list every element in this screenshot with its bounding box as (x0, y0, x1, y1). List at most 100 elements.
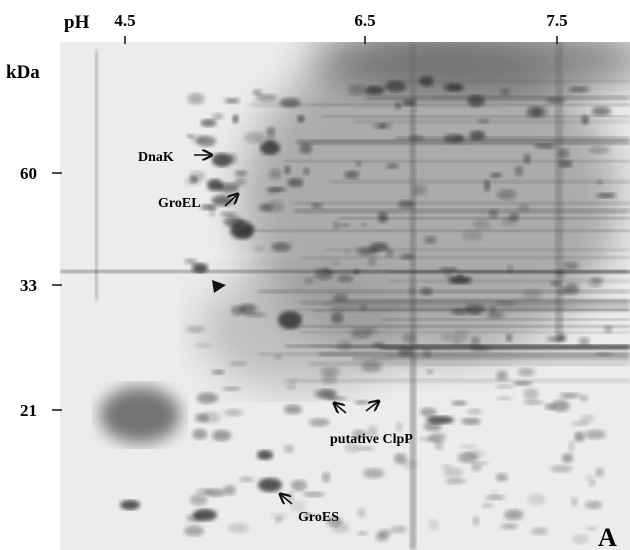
streak (296, 139, 630, 145)
spot (479, 461, 489, 466)
spot (468, 309, 480, 315)
spot (477, 118, 490, 124)
spot (360, 222, 367, 227)
spot (321, 472, 331, 483)
spot (260, 141, 280, 155)
arrow (334, 403, 347, 413)
spot (289, 501, 306, 513)
spot (379, 123, 386, 129)
spot (297, 115, 305, 123)
spot (471, 346, 492, 352)
spot (549, 280, 562, 287)
spot (588, 146, 610, 155)
spot (390, 525, 408, 534)
spot (557, 333, 567, 341)
spot (239, 476, 254, 483)
spot (568, 86, 590, 93)
smear (100, 387, 180, 443)
spot (428, 518, 439, 531)
spot (325, 396, 347, 401)
spot (303, 277, 315, 285)
spot (523, 289, 543, 301)
spot (595, 351, 612, 357)
spot (325, 516, 343, 527)
spot (523, 400, 544, 405)
spot (495, 473, 508, 482)
annotation: DnaK (138, 150, 174, 165)
spot (198, 411, 221, 424)
spot (253, 245, 266, 252)
spot (506, 264, 514, 274)
spot (362, 468, 385, 479)
annotation: putative ClpP (330, 432, 413, 447)
spot (490, 490, 498, 496)
y-title: kDa (6, 62, 40, 83)
marker-triangle (212, 280, 226, 293)
spot (454, 329, 469, 342)
spot (244, 131, 266, 144)
streak (60, 270, 630, 273)
spot (344, 441, 360, 453)
lane (410, 42, 416, 550)
spot (252, 89, 263, 96)
spot (523, 153, 531, 164)
streak (309, 361, 630, 366)
spot (273, 354, 283, 360)
spot (269, 168, 282, 180)
spot (440, 464, 453, 470)
spot (531, 527, 548, 535)
spot (223, 484, 236, 496)
spot (266, 187, 280, 196)
arrow (365, 401, 379, 412)
spot (420, 287, 433, 296)
spot (422, 348, 432, 358)
spot (211, 369, 225, 375)
spot (377, 211, 388, 224)
spot (219, 211, 237, 217)
streak (365, 95, 630, 100)
spot (337, 274, 354, 283)
spot (469, 130, 486, 141)
spot (200, 119, 217, 127)
axis-ticks (52, 36, 558, 411)
spot (361, 360, 382, 373)
spot (395, 421, 404, 433)
x-tick-label: 6.5 (354, 11, 375, 30)
spot (561, 453, 574, 463)
spot (212, 153, 232, 167)
spot (434, 441, 444, 450)
streak (286, 325, 630, 329)
spot (424, 236, 437, 245)
streak (381, 318, 630, 321)
spot (229, 361, 248, 367)
spot (352, 429, 365, 438)
spot (604, 325, 613, 333)
streak (250, 102, 630, 107)
y-tick-label: 21 (20, 401, 37, 420)
spot (357, 246, 378, 256)
spot (217, 182, 239, 193)
spot (523, 388, 539, 401)
spot (257, 450, 273, 460)
spot (505, 333, 513, 343)
spot (570, 496, 578, 507)
spot (448, 276, 472, 284)
spot (513, 381, 533, 386)
streak (302, 256, 630, 260)
spot (321, 373, 338, 385)
spot (285, 383, 296, 390)
spot (398, 347, 413, 357)
spot (284, 165, 291, 175)
streak (395, 136, 630, 141)
streak (388, 279, 630, 283)
spot (526, 106, 544, 118)
spot (192, 263, 208, 273)
spot (385, 163, 400, 169)
spot (596, 179, 603, 185)
spot (234, 170, 248, 177)
spot (222, 386, 242, 391)
spot (420, 75, 434, 88)
spot (230, 221, 254, 239)
spot (490, 172, 503, 178)
